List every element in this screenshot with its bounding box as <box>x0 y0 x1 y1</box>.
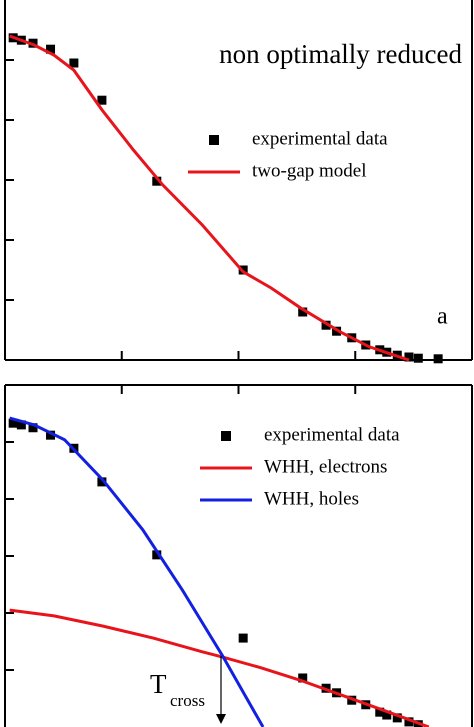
data-point <box>433 354 443 364</box>
annotation: a <box>437 304 448 330</box>
annotation: T <box>150 669 167 699</box>
data-point <box>97 95 107 105</box>
data-point <box>16 420 26 430</box>
curve <box>9 34 410 362</box>
data-point <box>28 423 38 433</box>
data-point <box>8 418 18 428</box>
data-point <box>382 710 392 720</box>
legend-label: experimental data <box>252 128 388 149</box>
data-point <box>413 353 423 363</box>
legend-label: WHH, electrons <box>264 456 387 477</box>
curve <box>9 608 430 727</box>
data-point <box>404 352 414 362</box>
annotation: non optimally reduced <box>219 39 462 69</box>
data-point <box>298 673 308 683</box>
data-point <box>298 307 308 317</box>
data-point <box>69 58 79 68</box>
data-point <box>238 633 248 643</box>
legend-marker <box>221 431 231 441</box>
arrow-head <box>216 714 226 724</box>
data-point <box>321 320 331 330</box>
panel: experimental data two-gap model non optima… <box>4 0 473 364</box>
legend-label: two-gap model <box>252 160 367 181</box>
data-point <box>152 550 162 560</box>
data-point <box>404 717 414 727</box>
data-point <box>46 44 56 54</box>
curve <box>9 416 265 727</box>
data-point <box>46 430 56 440</box>
data-point <box>375 707 385 717</box>
data-point <box>392 713 402 723</box>
legend-marker <box>209 135 219 145</box>
annotation: cross <box>170 691 205 710</box>
data-point <box>97 477 107 487</box>
legend-label: experimental data <box>264 424 400 445</box>
data-point <box>152 176 162 186</box>
panel: experimental data WHH, electrons WHH, hole… <box>4 384 473 727</box>
legend-label: WHH, holes <box>264 488 359 509</box>
